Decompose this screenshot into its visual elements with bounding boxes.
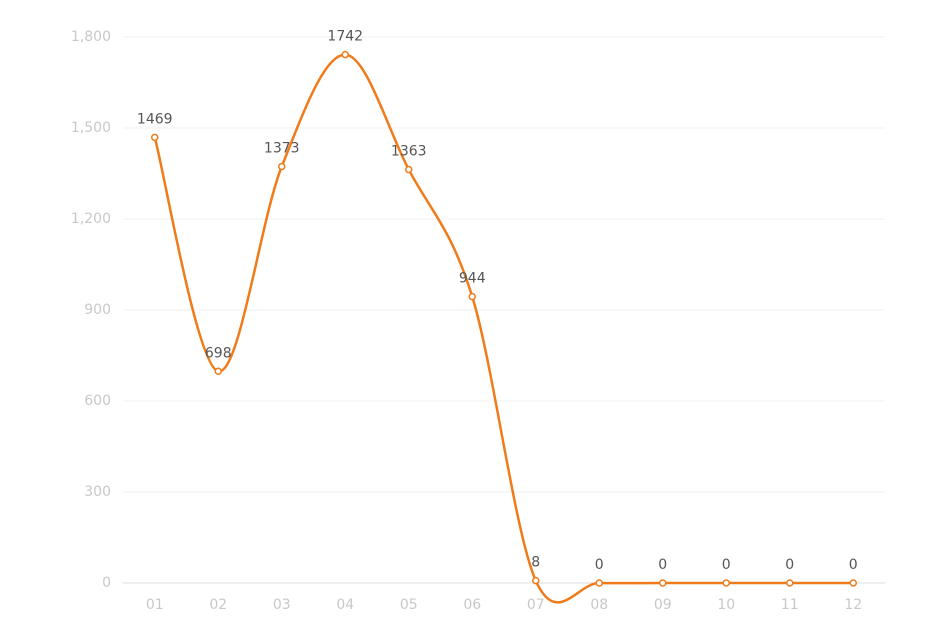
x-tick-label: 05 [400,597,418,613]
x-tick-label: 04 [336,597,354,613]
x-tick-label: 01 [146,597,164,613]
y-tick-label: 600 [84,393,111,409]
data-label: 1373 [264,141,300,157]
data-label: 0 [722,557,731,573]
x-tick-label: 12 [844,597,862,613]
point [278,162,286,171]
y-tick-label: 1,800 [71,29,111,45]
x-tick-label: 07 [527,597,545,613]
data-label: 944 [459,271,486,287]
point [786,579,794,587]
data-label: 1363 [391,144,427,160]
point [595,579,603,587]
point [849,579,857,587]
point [151,133,159,142]
data-label: 1742 [327,29,363,45]
data-label: 8 [531,555,540,571]
line [153,53,854,604]
x-tick-label: 03 [273,597,291,613]
point [468,292,476,301]
data-label: 698 [205,345,232,361]
point [659,579,667,587]
y-tick-label: 0 [102,575,111,591]
data-label: 0 [849,557,858,573]
x-tick-label: 09 [654,597,672,613]
point [405,165,413,174]
y-tick-label: 1,200 [71,211,111,227]
x-tick-label: 08 [590,597,608,613]
data-label: 0 [785,557,794,573]
data-label: 0 [595,557,604,573]
x-tick-label: 11 [781,597,799,613]
x-tick-label: 02 [209,597,227,613]
data-label: 1469 [137,111,173,127]
point [722,579,730,587]
point [532,576,540,585]
x-tick-label: 06 [463,597,481,613]
point [341,50,349,59]
x-tick-label: 10 [717,597,735,613]
data-label: 0 [658,557,667,573]
y-tick-label: 900 [84,302,111,318]
y-tick-label: 1,500 [71,120,111,136]
point [214,367,222,376]
y-tick-label: 300 [84,484,111,500]
